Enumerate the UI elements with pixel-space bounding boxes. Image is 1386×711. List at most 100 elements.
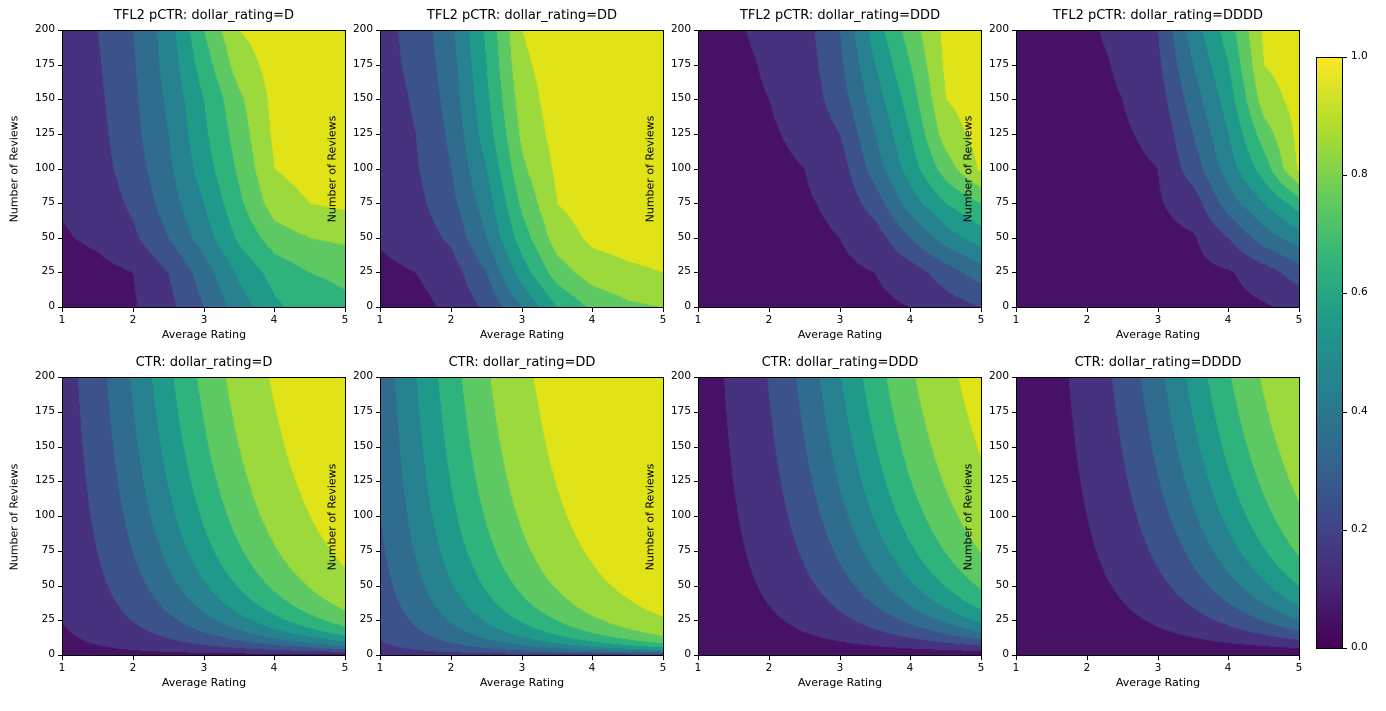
y-tick-label: 200 (352, 370, 373, 382)
y-tick-label: 75 (677, 196, 691, 208)
y-tick-mark (376, 134, 380, 135)
y-tick-label: 25 (995, 613, 1009, 625)
x-tick-mark (592, 656, 593, 660)
y-axis-label: Number of Reviews (325, 115, 339, 223)
y-tick-mark (1012, 307, 1016, 308)
y-tick-label: 100 (988, 509, 1009, 521)
y-tick-label: 50 (677, 231, 691, 243)
y-tick-label: 200 (988, 370, 1009, 382)
y-tick-mark (58, 307, 62, 308)
x-tick-mark (981, 656, 982, 660)
y-tick-mark (1012, 30, 1016, 31)
y-tick-mark (58, 586, 62, 587)
y-tick-label: 100 (34, 162, 55, 174)
x-tick-mark (133, 308, 134, 312)
y-tick-label: 75 (41, 196, 55, 208)
y-tick-mark (376, 307, 380, 308)
contour-canvas-ctr-d (62, 377, 346, 656)
colorbar-tick-label: 1.0 (1351, 50, 1368, 62)
y-tick-mark (376, 203, 380, 204)
x-tick-mark (204, 308, 205, 312)
x-tick-label: 4 (588, 662, 596, 674)
y-axis-label: Number of Reviews (961, 463, 975, 570)
y-axis-label: Number of Reviews (325, 463, 339, 570)
y-tick-label: 75 (677, 544, 691, 556)
y-tick-mark (694, 238, 698, 239)
y-tick-mark (58, 203, 62, 204)
y-tick-label: 75 (359, 544, 373, 556)
y-tick-label: 150 (670, 440, 691, 452)
y-tick-mark (694, 655, 698, 656)
y-tick-label: 200 (670, 23, 691, 35)
x-tick-label: 2 (1083, 314, 1091, 326)
x-tick-mark (1228, 308, 1229, 312)
y-tick-label: 100 (670, 509, 691, 521)
y-tick-mark (1012, 481, 1016, 482)
x-tick-label: 4 (1224, 314, 1232, 326)
y-tick-mark (694, 551, 698, 552)
y-tick-mark (694, 412, 698, 413)
x-tick-mark (910, 308, 911, 312)
x-tick-mark (133, 656, 134, 660)
y-tick-label: 100 (352, 162, 373, 174)
colorbar-tick-label: 0.6 (1351, 286, 1368, 298)
y-tick-label: 175 (988, 405, 1009, 417)
x-tick-label: 3 (836, 314, 844, 326)
y-tick-label: 0 (1002, 300, 1009, 312)
y-tick-mark (694, 447, 698, 448)
y-tick-mark (1012, 99, 1016, 100)
y-tick-mark (1012, 238, 1016, 239)
y-tick-label: 200 (352, 23, 373, 35)
colorbar-tick-mark (1343, 412, 1347, 413)
y-tick-label: 0 (684, 300, 691, 312)
y-tick-mark (694, 169, 698, 170)
y-tick-label: 50 (359, 231, 373, 243)
y-tick-label: 175 (352, 58, 373, 70)
x-axis-label: Average Rating (1115, 328, 1201, 341)
x-tick-label: 4 (588, 314, 596, 326)
y-tick-mark (1012, 412, 1016, 413)
colorbar-tick-label: 0.2 (1351, 523, 1368, 535)
x-tick-label: 5 (659, 662, 667, 674)
y-tick-mark (58, 169, 62, 170)
subplot-title: CTR: dollar_rating=DD (448, 355, 596, 370)
y-tick-mark (694, 377, 698, 378)
contour-canvas-ctr-dddd (1016, 377, 1300, 656)
y-tick-mark (1012, 620, 1016, 621)
x-tick-mark (380, 308, 381, 312)
y-tick-mark (376, 620, 380, 621)
x-tick-label: 1 (58, 662, 66, 674)
x-tick-label: 4 (1224, 662, 1232, 674)
subplot-title: CTR: dollar_rating=DDDD (1074, 355, 1242, 370)
y-tick-label: 25 (995, 265, 1009, 277)
y-tick-label: 150 (670, 92, 691, 104)
x-tick-mark (910, 656, 911, 660)
y-tick-label: 200 (670, 370, 691, 382)
y-tick-label: 25 (677, 613, 691, 625)
y-tick-label: 150 (352, 440, 373, 452)
y-tick-label: 200 (34, 23, 55, 35)
y-tick-label: 125 (988, 474, 1009, 486)
x-tick-mark (274, 308, 275, 312)
y-tick-label: 0 (684, 648, 691, 660)
x-axis-label: Average Rating (1115, 676, 1201, 689)
x-tick-label: 3 (1154, 314, 1162, 326)
y-tick-mark (58, 272, 62, 273)
y-tick-label: 125 (34, 127, 55, 139)
x-tick-mark (1299, 656, 1300, 660)
x-tick-label: 1 (376, 314, 384, 326)
x-tick-label: 5 (659, 314, 667, 326)
x-tick-mark (663, 308, 664, 312)
y-tick-mark (1012, 272, 1016, 273)
colorbar-tick-mark (1343, 530, 1347, 531)
y-tick-label: 0 (48, 648, 55, 660)
x-tick-mark (345, 656, 346, 660)
y-tick-label: 125 (352, 474, 373, 486)
y-tick-label: 125 (670, 127, 691, 139)
y-tick-mark (694, 272, 698, 273)
x-tick-label: 2 (129, 314, 137, 326)
contour-canvas-ctr-ddd (698, 377, 982, 656)
y-tick-mark (694, 481, 698, 482)
y-tick-mark (694, 134, 698, 135)
y-tick-label: 175 (670, 405, 691, 417)
